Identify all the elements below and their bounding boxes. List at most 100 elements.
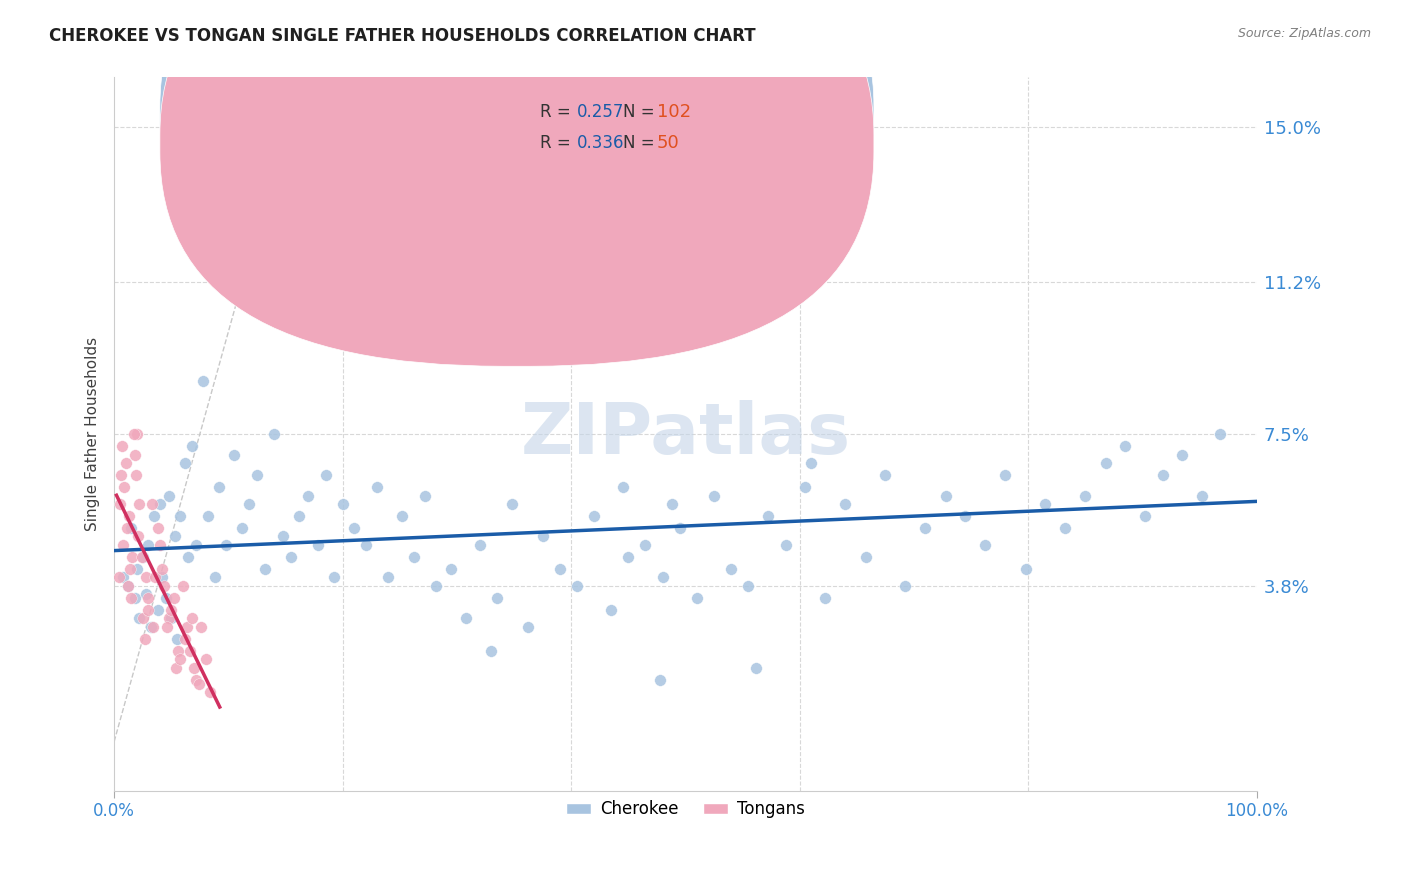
Point — [160, 603, 183, 617]
Point — [118, 508, 141, 523]
Y-axis label: Single Father Households: Single Father Households — [86, 337, 100, 531]
Point — [120, 591, 142, 605]
Point — [1033, 497, 1056, 511]
Text: ZIPatlas: ZIPatlas — [520, 400, 851, 468]
Point — [855, 549, 877, 564]
Point — [138, 603, 160, 617]
Point — [166, 632, 188, 646]
Point — [548, 562, 571, 576]
Point — [125, 468, 148, 483]
Point — [238, 497, 260, 511]
Point — [198, 685, 221, 699]
Point — [162, 591, 184, 605]
Point — [1015, 562, 1038, 576]
Point — [172, 579, 194, 593]
Point — [402, 549, 425, 564]
Point — [157, 611, 180, 625]
Point — [1152, 468, 1174, 483]
Point — [127, 529, 149, 543]
Point — [322, 570, 344, 584]
FancyBboxPatch shape — [160, 0, 875, 338]
FancyBboxPatch shape — [160, 0, 875, 367]
Point — [120, 562, 142, 576]
Point — [343, 521, 366, 535]
Point — [582, 508, 605, 523]
Point — [756, 508, 779, 523]
Point — [180, 439, 202, 453]
Point — [271, 529, 294, 543]
Point — [114, 480, 136, 494]
Point — [143, 570, 166, 584]
Point — [183, 660, 205, 674]
Point — [681, 325, 703, 339]
Point — [814, 591, 837, 605]
Point — [125, 562, 148, 576]
Point — [686, 591, 709, 605]
Point — [135, 587, 157, 601]
Point — [297, 488, 319, 502]
Point — [935, 488, 957, 502]
Point — [377, 570, 399, 584]
Point — [128, 497, 150, 511]
Point — [112, 538, 135, 552]
Point — [142, 620, 165, 634]
Text: R =: R = — [540, 103, 576, 120]
Point — [138, 538, 160, 552]
Point — [134, 632, 156, 646]
Point — [737, 579, 759, 593]
Point — [174, 632, 197, 646]
Point — [111, 439, 134, 453]
Text: 0.257: 0.257 — [576, 103, 624, 120]
Point — [800, 456, 823, 470]
Point — [128, 611, 150, 625]
Point — [153, 579, 176, 593]
Point — [146, 603, 169, 617]
Point — [332, 497, 354, 511]
Point — [149, 538, 172, 552]
Point — [160, 611, 183, 625]
Point — [617, 549, 640, 564]
Text: 0.336: 0.336 — [576, 134, 624, 152]
Point — [132, 611, 155, 625]
Point — [246, 468, 269, 483]
Point — [124, 591, 146, 605]
Point — [479, 644, 502, 658]
Point — [1074, 488, 1097, 502]
Point — [186, 538, 208, 552]
Point — [893, 579, 915, 593]
Point — [425, 579, 447, 593]
Point — [156, 620, 179, 634]
Point — [501, 497, 523, 511]
Point — [121, 549, 143, 564]
Point — [485, 591, 508, 605]
Point — [187, 677, 209, 691]
Point — [354, 538, 377, 552]
Point — [315, 468, 337, 483]
Text: R =: R = — [540, 134, 576, 152]
Point — [454, 611, 477, 625]
Point — [120, 521, 142, 535]
Point — [107, 570, 129, 584]
Point — [263, 427, 285, 442]
Point — [288, 508, 311, 523]
Point — [834, 497, 856, 511]
Point — [117, 579, 139, 593]
Point — [253, 562, 276, 576]
Point — [190, 620, 212, 634]
Point — [122, 427, 145, 442]
Point — [165, 660, 187, 674]
Point — [115, 521, 138, 535]
Point — [1095, 456, 1118, 470]
Point — [125, 427, 148, 442]
Point — [163, 529, 186, 543]
Point — [634, 538, 657, 552]
Point — [650, 673, 672, 687]
Point — [600, 603, 623, 617]
Point — [994, 468, 1017, 483]
Point — [143, 508, 166, 523]
Point — [1133, 508, 1156, 523]
Point — [141, 497, 163, 511]
Point — [108, 497, 131, 511]
Point — [794, 480, 817, 494]
Point — [135, 570, 157, 584]
